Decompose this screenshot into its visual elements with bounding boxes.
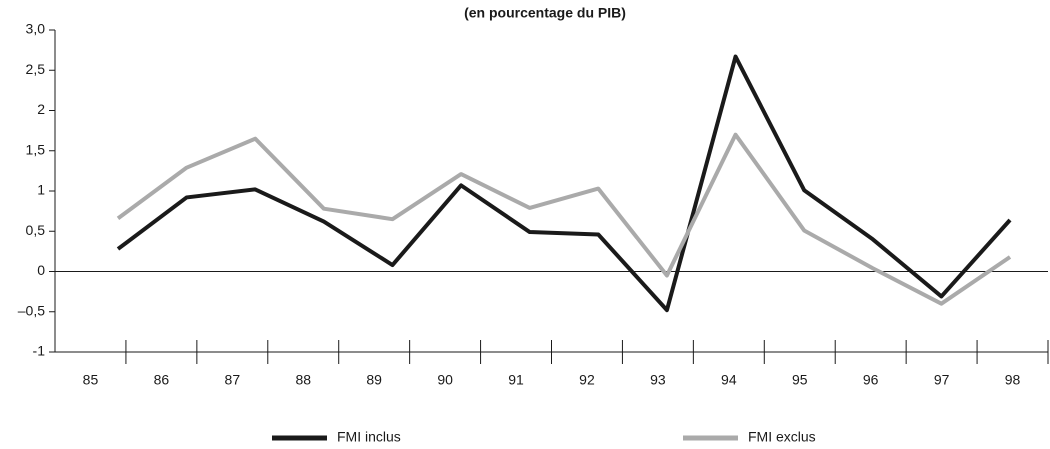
x-tick-label: 92 — [579, 372, 595, 388]
y-tick-label: 0 — [37, 262, 45, 278]
legend-label: FMI exclus — [748, 429, 816, 445]
y-tick-label: 3,0 — [26, 21, 46, 37]
y-tick-label: 1 — [37, 182, 45, 198]
x-tick-label: 85 — [83, 372, 99, 388]
x-tick-label: 98 — [1005, 372, 1021, 388]
chart-title: (en pourcentage du PIB) — [464, 5, 626, 21]
x-tick-label: 97 — [934, 372, 950, 388]
y-tick-label: 0,5 — [26, 222, 46, 238]
y-tick-label: 1,5 — [26, 141, 46, 157]
x-tick-label: 90 — [437, 372, 453, 388]
y-tick-label: –0,5 — [18, 302, 45, 318]
x-tick-label: 95 — [792, 372, 808, 388]
x-tick-label: 89 — [366, 372, 382, 388]
x-tick-label: 93 — [650, 372, 666, 388]
y-tick-label: -1 — [33, 343, 46, 359]
x-tick-label: 94 — [721, 372, 737, 388]
x-tick-label: 91 — [508, 372, 524, 388]
legend-label: FMI inclus — [337, 429, 401, 445]
y-tick-label: 2,5 — [26, 61, 46, 77]
x-tick-label: 87 — [225, 372, 241, 388]
x-tick-label: 88 — [295, 372, 311, 388]
line-series — [116, 132, 1012, 306]
x-tick-label: 86 — [154, 372, 170, 388]
line-series — [116, 54, 1012, 313]
y-tick-label: 2 — [37, 101, 45, 117]
x-tick-label: 96 — [863, 372, 879, 388]
